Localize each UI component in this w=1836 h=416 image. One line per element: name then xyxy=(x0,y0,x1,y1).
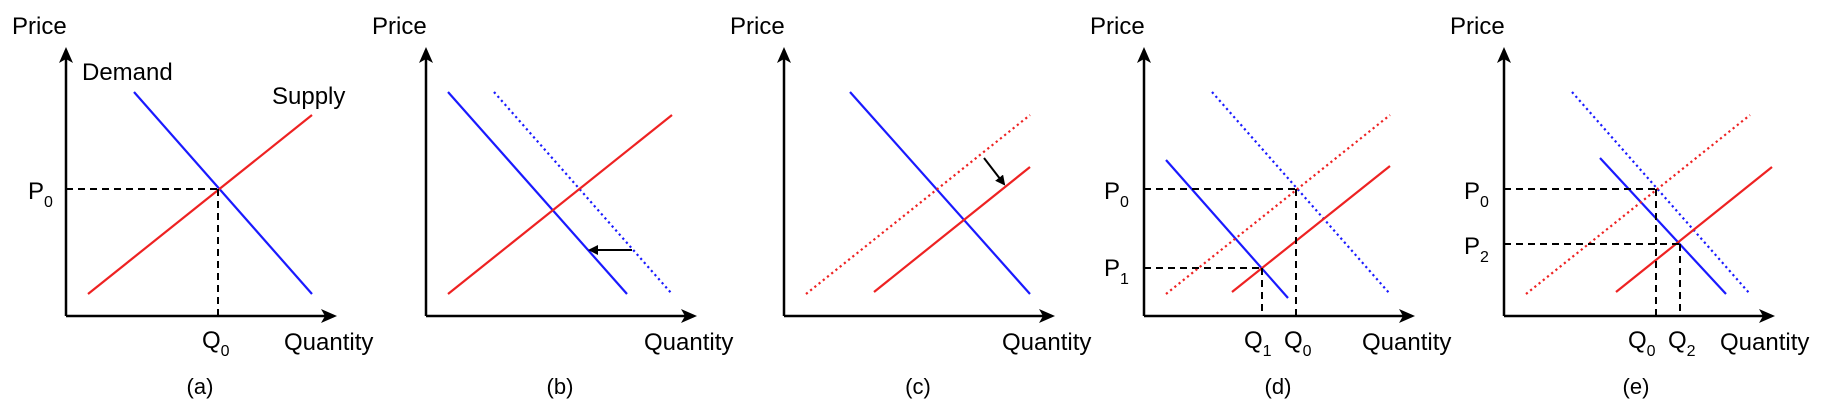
panel-a-price-label: Price xyxy=(12,13,67,40)
panel-a-p0-label: P0 xyxy=(28,178,53,211)
panel-a-quantity-label: Quantity xyxy=(284,329,373,356)
panel-e: Price Quantity P0 P2 Q0 Q2 (e) xyxy=(1450,13,1809,399)
panel-c-shift-arrow xyxy=(983,157,1006,186)
panel-d-p1-label: P1 xyxy=(1104,255,1129,288)
panel-e-p0-label: P0 xyxy=(1464,178,1489,211)
panel-c-supply-curve-original xyxy=(805,114,1031,295)
panel-e-q2-label: Q2 xyxy=(1668,327,1696,360)
panel-d-demand-curve-new xyxy=(1165,159,1289,299)
panel-c-price-label: Price xyxy=(730,13,785,40)
panel-d-caption: (d) xyxy=(1265,374,1292,399)
panel-d-quantity-label: Quantity xyxy=(1362,329,1451,356)
panel-a-supply-curve xyxy=(87,114,313,295)
panel-d-price-label: Price xyxy=(1090,13,1145,40)
panel-e-price-label: Price xyxy=(1450,13,1505,40)
panel-b-demand-curve-new xyxy=(447,91,628,295)
panel-e-supply-curve-original xyxy=(1525,114,1751,295)
panel-a-supply-label: Supply xyxy=(272,83,345,110)
panel-d-q1-label: Q1 xyxy=(1244,327,1272,360)
panel-c-demand-curve xyxy=(849,91,1031,295)
panel-e-caption: (e) xyxy=(1623,374,1650,399)
panel-a: Price Quantity Demand Supply P0 Q0 (a) xyxy=(12,13,373,399)
panel-e-q0-label: Q0 xyxy=(1628,327,1656,360)
panel-d-demand-curve-original xyxy=(1211,91,1391,295)
panel-b-demand-curve-original xyxy=(493,91,673,295)
panel-e-demand-curve-original xyxy=(1571,91,1751,295)
panel-a-demand-curve xyxy=(133,91,313,295)
panel-d-supply-curve-original xyxy=(1165,114,1391,295)
panel-e-p2-label: P2 xyxy=(1464,233,1489,266)
panel-e-quantity-label: Quantity xyxy=(1720,329,1809,356)
panel-d-q0-label: Q0 xyxy=(1284,327,1312,360)
panel-d-supply-curve-new xyxy=(1231,165,1391,293)
panel-b-price-label: Price xyxy=(372,13,427,40)
panel-c-caption: (c) xyxy=(905,374,931,399)
panel-b-quantity-label: Quantity xyxy=(644,329,733,356)
panel-c: Price Quantity (c) xyxy=(730,13,1091,399)
panel-b-caption: (b) xyxy=(547,374,574,399)
panel-a-caption: (a) xyxy=(187,374,214,399)
panel-b: Price Quantity (b) xyxy=(372,13,733,399)
panel-d: Price Quantity P0 P1 Q1 Q0 (d) xyxy=(1090,13,1451,399)
panel-a-demand-label: Demand xyxy=(82,59,173,86)
panel-a-q0-label: Q0 xyxy=(202,327,230,360)
panel-b-supply-curve xyxy=(447,114,673,295)
panel-e-demand-curve-new xyxy=(1599,157,1727,295)
panel-c-quantity-label: Quantity xyxy=(1002,329,1091,356)
panel-d-p0-label: P0 xyxy=(1104,178,1129,211)
panel-e-supply-curve-new xyxy=(1615,166,1773,293)
panel-c-supply-curve-new xyxy=(873,166,1031,293)
